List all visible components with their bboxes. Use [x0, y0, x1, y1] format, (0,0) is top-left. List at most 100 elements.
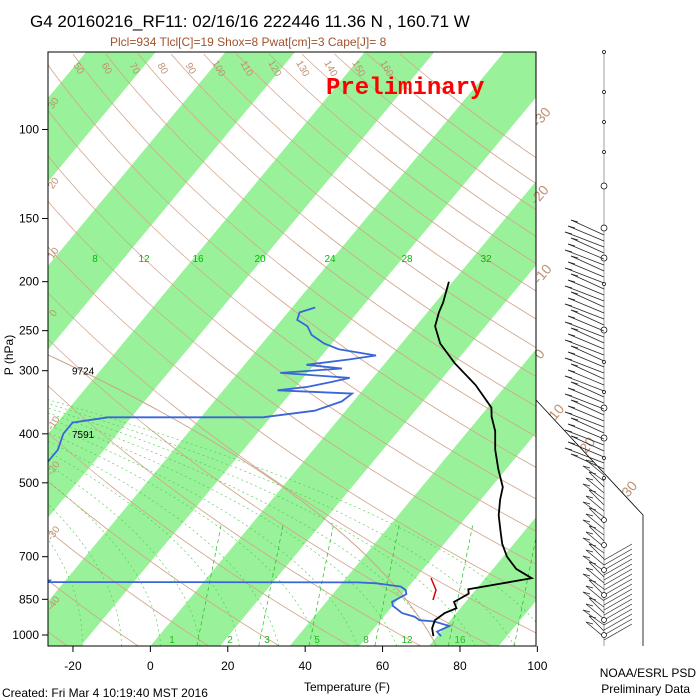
wind-station-marker: [602, 120, 606, 124]
x-tick-label: 40: [298, 659, 312, 673]
wind-barb-flag: [567, 297, 576, 301]
wind-barb: [603, 593, 633, 611]
wind-station-marker: [600, 224, 608, 232]
mixing-ratio-label: 8: [363, 635, 369, 646]
wind-station-marker: [601, 517, 607, 523]
y-tick-label: 300: [19, 364, 39, 378]
moist-adiabat-label: 0: [48, 308, 60, 319]
wind-station-marker: [602, 282, 606, 286]
dry-adiabat-label: 60: [99, 61, 114, 77]
wind-barb-flag: [564, 375, 573, 379]
temperature-trace: [431, 281, 535, 637]
wind-station-marker: [601, 592, 607, 598]
wind-barb-flag: [582, 519, 591, 523]
dry-adiabat: [48, 338, 492, 646]
wind-barb: [603, 568, 633, 586]
wind-barb-flag: [585, 477, 594, 481]
wind-barb: [570, 399, 605, 416]
wind-barb: [603, 608, 633, 626]
y-tick-label: 500: [19, 476, 39, 490]
y-tick-label: 700: [19, 550, 39, 564]
parcel-path: [48, 354, 437, 646]
wind-barb: [570, 255, 605, 272]
wind-barb-flag: [582, 501, 591, 505]
wind-station-marker: [601, 567, 607, 573]
wind-barb-flag: [582, 555, 591, 559]
isotherm-label: 28: [401, 254, 413, 265]
dry-adiabat-label: 90: [183, 61, 198, 77]
height-label: 9724: [72, 367, 95, 378]
wind-barb-flag: [582, 465, 591, 469]
wind-barb-flag: [570, 363, 579, 367]
wind-barb-flag: [588, 615, 597, 619]
wind-barb: [570, 291, 605, 308]
isotherm-label: 16: [192, 254, 204, 265]
wind-barb-flag: [570, 255, 579, 259]
mixing-ratio-label: 16: [454, 635, 466, 646]
wind-barb: [585, 585, 605, 602]
wind-barb-flag: [588, 543, 597, 547]
wind-barb-flag: [582, 573, 591, 577]
mixing-ratio-label: 1: [169, 635, 175, 646]
isotherm-label: 20: [254, 254, 266, 265]
wind-barb-flag: [570, 399, 579, 403]
wind-barb: [570, 417, 605, 434]
wind-barb-flag: [570, 381, 579, 385]
wind-barb-flag: [585, 531, 594, 535]
wind-barb: [570, 273, 605, 290]
moist-adiabat-label-right: -30: [529, 104, 554, 130]
wind-barb: [603, 618, 633, 636]
wind-barb-flag: [570, 219, 579, 223]
wind-barb: [570, 237, 605, 254]
wind-barb: [567, 225, 605, 242]
wind-barb: [588, 579, 605, 596]
wind-barb-flag: [570, 309, 579, 313]
wind-barb-flag: [564, 267, 573, 271]
isotherm-label: 32: [480, 254, 492, 265]
dry-adiabat: [137, 53, 536, 378]
wind-barb-flag: [570, 237, 579, 241]
wind-barb: [603, 548, 633, 566]
wind-barb: [588, 489, 605, 506]
wind-barb-flag: [588, 471, 597, 475]
dry-adiabat: [268, 53, 536, 264]
wind-barb: [588, 543, 605, 560]
wind-barb: [603, 563, 633, 581]
dry-adiabat-label: 50: [71, 61, 86, 77]
wind-barb-flag: [570, 345, 579, 349]
wind-barb-flag: [570, 273, 579, 277]
y-axis-label: P (hPa): [2, 335, 16, 375]
y-tick-label: 1000: [12, 628, 39, 642]
wind-barb-flag: [567, 279, 576, 283]
chart-subtitle: Plcl=934 Tlcl[C]=19 Shox=8 Pwat[cm]=3 Ca…: [110, 35, 387, 49]
wind-barb: [564, 411, 605, 428]
wind-barb-flag: [582, 537, 591, 541]
dry-adiabat-label: 70: [127, 61, 142, 77]
wind-barb: [603, 558, 633, 576]
wind-barb: [588, 597, 605, 614]
wind-barb-flag: [588, 579, 597, 583]
wind-station-marker: [602, 456, 606, 460]
wind-barb: [567, 333, 605, 350]
wind-barb-flag: [567, 225, 576, 229]
wind-barb-flag: [588, 597, 597, 601]
y-tick-label: 400: [19, 427, 39, 441]
dewpoint-trace: [48, 306, 452, 637]
isotherm-band: [429, 517, 536, 646]
wind-barb: [570, 381, 605, 398]
dry-adiabat: [48, 432, 351, 646]
wind-barb: [570, 363, 605, 380]
wind-barb: [570, 219, 605, 236]
x-axis-label: Temperature (F): [304, 680, 390, 694]
y-tick-label: 250: [19, 324, 39, 338]
dry-adiabat: [48, 480, 280, 646]
x-tick-label: 0: [147, 659, 154, 673]
wind-barb: [570, 345, 605, 362]
wind-barb: [570, 309, 605, 326]
wind-barb: [585, 495, 605, 512]
moist-adiabat-label-right: 30: [618, 478, 640, 500]
wind-station-marker: [602, 90, 606, 94]
dry-adiabat: [48, 246, 536, 599]
wind-barb-flag: [570, 291, 579, 295]
wind-barb-flag: [564, 231, 573, 235]
